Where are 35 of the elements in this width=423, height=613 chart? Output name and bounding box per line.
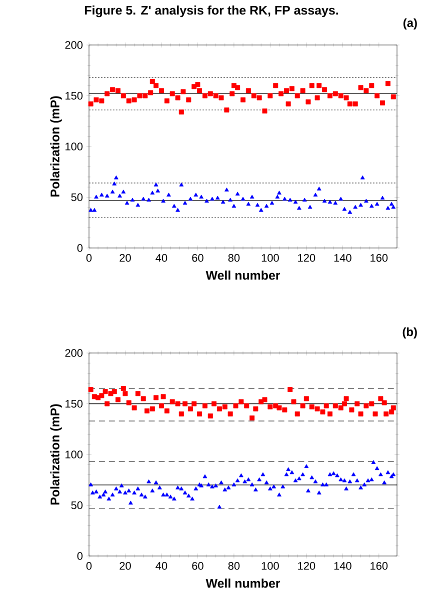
x-tick-label: 40 (156, 254, 168, 262)
x-tick-label: 100 (262, 254, 279, 262)
y-axis-title: Polarization (mP) (50, 404, 62, 505)
x-tick-label: 160 (370, 562, 388, 570)
x-tick-label: 140 (334, 254, 352, 262)
y-tick-label: 200 (65, 41, 83, 49)
y-tick-label: 0 (77, 244, 83, 252)
x-tick-label: 60 (192, 254, 204, 262)
x-tick-label: 80 (228, 254, 240, 262)
x-tick-label: 40 (156, 562, 168, 570)
x-axis-title: Well number (206, 578, 280, 588)
x-tick-label: 0 (86, 562, 92, 570)
x-tick-label: 120 (298, 254, 316, 262)
x-axis-title: Well number (206, 270, 280, 280)
x-tick-label: 120 (298, 562, 316, 570)
y-tick-label: 100 (66, 142, 83, 150)
text: (b) (402, 327, 417, 338)
x-tick-label: 0 (86, 254, 92, 262)
x-tick-label: 80 (228, 562, 240, 570)
y-tick-label: 100 (66, 450, 83, 458)
x-tick-label: 20 (120, 254, 131, 262)
y-tick-label: 150 (66, 400, 83, 408)
x-tick-label: 100 (262, 562, 279, 570)
y-axis-title: Polarization (mP) (50, 96, 62, 197)
y-tick-label: 200 (65, 349, 83, 357)
x-tick-label: 60 (192, 562, 204, 570)
text: (a) (403, 18, 417, 30)
y-tick-label: 50 (71, 193, 83, 202)
y-tick-label: 0 (77, 552, 83, 560)
y-tick-label: 150 (66, 92, 83, 100)
y-tick-label: 50 (71, 501, 83, 510)
x-tick-label: 20 (120, 562, 131, 570)
chart-title: Figure 5. Z' analysis for the RK, FP assays. (85, 6, 338, 18)
x-tick-label: 140 (334, 562, 352, 570)
x-tick-label: 160 (370, 254, 388, 262)
